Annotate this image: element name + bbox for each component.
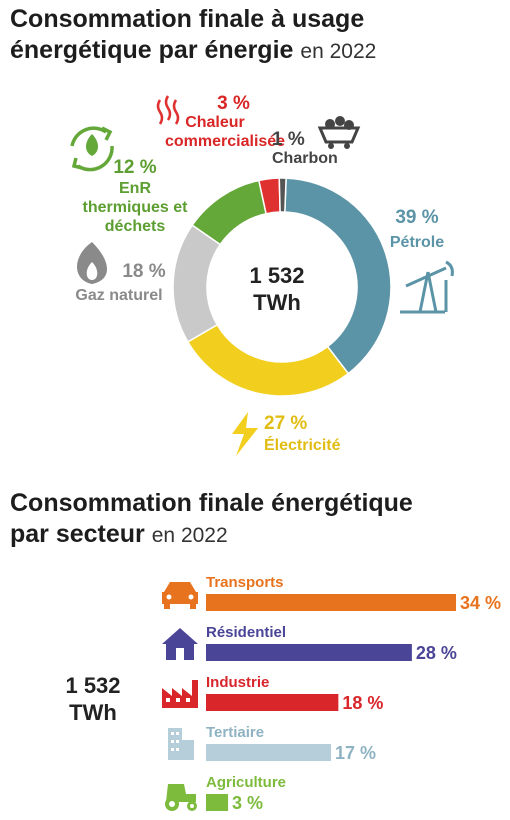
chart-title-sector: Consommation finale énergétique par sect… (10, 489, 413, 548)
slice-label-petrole: 39 % Pétrole (389, 207, 445, 251)
bar-1 (206, 644, 412, 661)
bar-0 (206, 594, 456, 611)
bar-category-label: Tertiaire (206, 724, 265, 741)
chart-title-energy: Consommation finale à usage énergétique … (10, 5, 377, 64)
house-icon (162, 628, 198, 660)
bar-chart-total: 1 532 TWh (65, 673, 121, 725)
bar-value-label: 18 % (342, 693, 384, 713)
bar-category-label: Agriculture (206, 774, 287, 791)
gas-flame-icon (77, 242, 107, 284)
slice-label-enr: 12 % EnR thermiques et déchets (82, 157, 188, 235)
bar-value-label: 34 % (460, 593, 502, 613)
coal-cart-icon (317, 116, 361, 149)
recycle-flame-icon (70, 126, 114, 172)
slice-label-charbon: 1 % Charbon (272, 129, 338, 167)
bar-value-label: 17 % (335, 743, 377, 763)
bar-category-label: Résidentiel (206, 624, 287, 641)
car-icon (162, 582, 198, 609)
heat-waves-icon (156, 95, 180, 125)
donut-icons (70, 95, 454, 456)
bar-2 (206, 694, 339, 711)
recycle-flame-icon-flame (86, 134, 98, 156)
donut-slice-5 (278, 177, 287, 213)
bar-value-label: 3 % (232, 793, 264, 813)
slice-label-electricite: 27 % Électricité (264, 413, 341, 454)
office-building-icon (168, 728, 194, 760)
bar-3 (206, 744, 331, 761)
factory-icon (162, 680, 198, 708)
bar-value-label: 28 % (415, 643, 457, 663)
bar-category-label: Industrie (206, 674, 270, 691)
bar-4 (206, 794, 229, 811)
slice-label-gaz: 18 % Gaz naturel (75, 261, 166, 304)
slice-label-chaleur: 3 % Chaleur commercialisée (165, 93, 286, 150)
tractor-icon (165, 784, 197, 811)
donut-chart (172, 177, 392, 397)
donut-center-total: 1 532 TWh (249, 263, 305, 315)
oil-pump-icon (400, 260, 454, 314)
bar-category-label: Transports (206, 574, 284, 591)
lightning-icon (232, 412, 258, 456)
donut-slice-0 (284, 177, 392, 375)
